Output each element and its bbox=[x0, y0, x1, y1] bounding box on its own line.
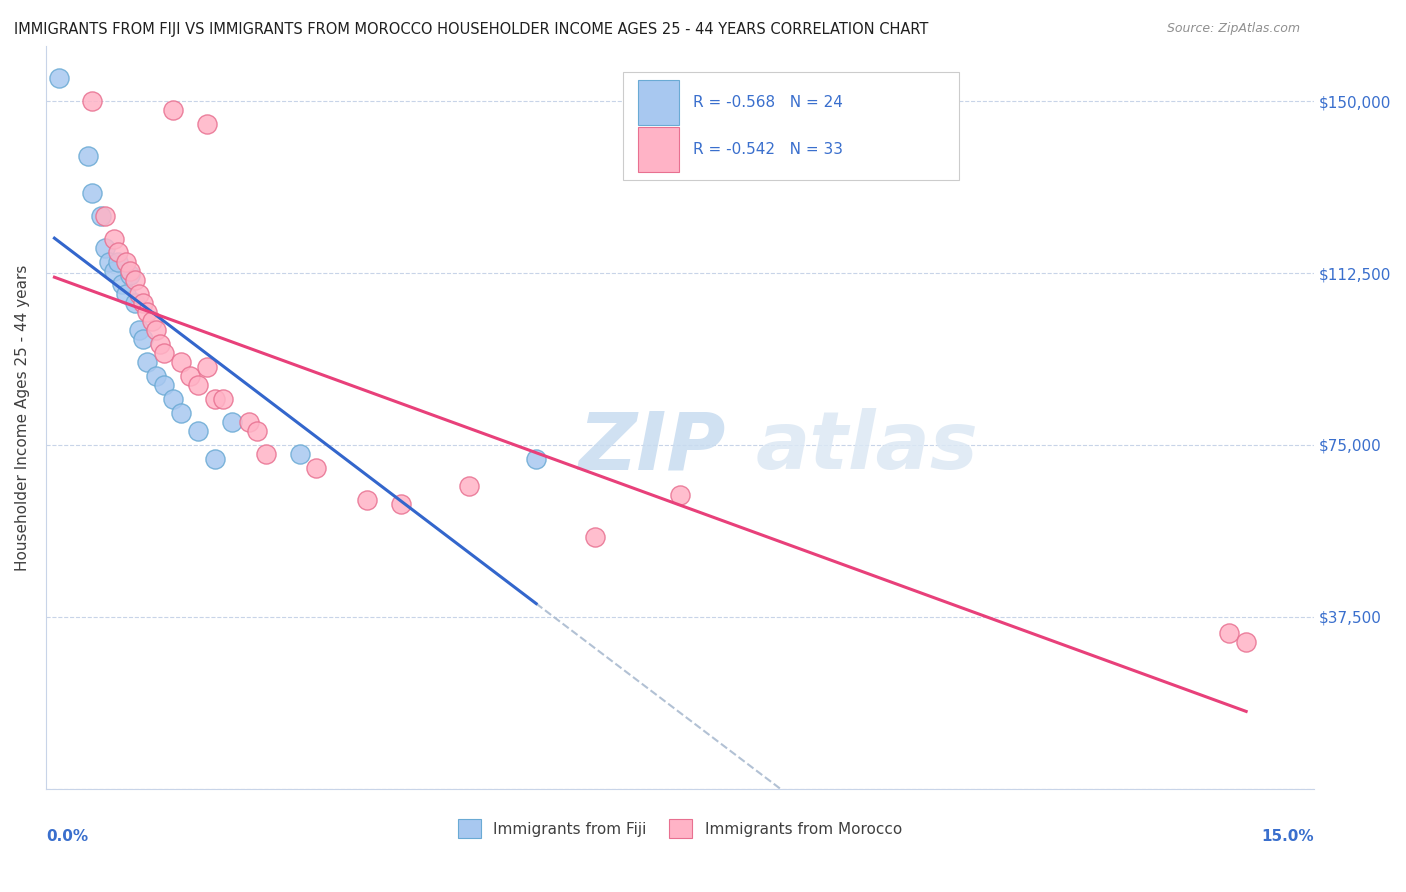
Point bbox=[238, 415, 260, 429]
Point bbox=[179, 369, 201, 384]
Point bbox=[149, 337, 172, 351]
Point bbox=[1234, 635, 1257, 649]
Point bbox=[288, 447, 311, 461]
Text: atlas: atlas bbox=[756, 408, 979, 486]
Point bbox=[111, 277, 134, 292]
Bar bbox=[623, 72, 959, 180]
Point bbox=[132, 333, 155, 347]
Point bbox=[82, 186, 104, 200]
Point bbox=[162, 103, 184, 118]
Point bbox=[94, 209, 117, 223]
Point bbox=[195, 117, 218, 131]
Point bbox=[187, 424, 209, 438]
Bar bbox=[638, 128, 679, 172]
Point bbox=[98, 254, 121, 268]
Point bbox=[457, 479, 479, 493]
Point bbox=[124, 295, 146, 310]
Point bbox=[90, 209, 112, 223]
Bar bbox=[638, 80, 679, 125]
Point bbox=[145, 323, 167, 337]
Text: R = -0.542   N = 33: R = -0.542 N = 33 bbox=[693, 142, 842, 157]
Point bbox=[120, 268, 142, 283]
Y-axis label: Householder Income Ages 25 - 44 years: Householder Income Ages 25 - 44 years bbox=[15, 264, 30, 571]
Point bbox=[195, 359, 218, 374]
Point bbox=[212, 392, 235, 406]
Point bbox=[128, 286, 150, 301]
Text: 15.0%: 15.0% bbox=[1261, 830, 1313, 845]
Point bbox=[145, 369, 167, 384]
Point bbox=[141, 314, 163, 328]
Point bbox=[48, 71, 70, 86]
Point bbox=[187, 378, 209, 392]
Point bbox=[132, 295, 155, 310]
Point bbox=[77, 149, 100, 163]
Point bbox=[221, 415, 243, 429]
Point bbox=[246, 424, 269, 438]
Point bbox=[1218, 625, 1240, 640]
Point bbox=[153, 378, 176, 392]
Point bbox=[136, 305, 159, 319]
Text: ZIP: ZIP bbox=[578, 408, 725, 486]
Point bbox=[669, 488, 692, 502]
Point bbox=[254, 447, 277, 461]
Point bbox=[107, 245, 129, 260]
Point bbox=[124, 273, 146, 287]
Point bbox=[153, 346, 176, 360]
Point bbox=[389, 498, 412, 512]
Point bbox=[170, 406, 193, 420]
Point bbox=[204, 392, 226, 406]
Text: IMMIGRANTS FROM FIJI VS IMMIGRANTS FROM MOROCCO HOUSEHOLDER INCOME AGES 25 - 44 : IMMIGRANTS FROM FIJI VS IMMIGRANTS FROM … bbox=[14, 22, 928, 37]
Point bbox=[115, 286, 138, 301]
Point bbox=[120, 264, 142, 278]
Point bbox=[103, 264, 125, 278]
Point bbox=[305, 460, 328, 475]
Point bbox=[107, 254, 129, 268]
Point bbox=[136, 355, 159, 369]
Point bbox=[94, 241, 117, 255]
Point bbox=[583, 529, 606, 543]
Point bbox=[115, 254, 138, 268]
Point bbox=[82, 94, 104, 108]
Text: Source: ZipAtlas.com: Source: ZipAtlas.com bbox=[1167, 22, 1301, 36]
Text: R = -0.568   N = 24: R = -0.568 N = 24 bbox=[693, 95, 842, 110]
Point bbox=[170, 355, 193, 369]
Legend: Immigrants from Fiji, Immigrants from Morocco: Immigrants from Fiji, Immigrants from Mo… bbox=[451, 814, 908, 844]
Point bbox=[524, 451, 547, 466]
Point bbox=[204, 451, 226, 466]
Text: 0.0%: 0.0% bbox=[46, 830, 89, 845]
Point bbox=[162, 392, 184, 406]
Point bbox=[356, 492, 378, 507]
Point bbox=[103, 232, 125, 246]
Point bbox=[128, 323, 150, 337]
